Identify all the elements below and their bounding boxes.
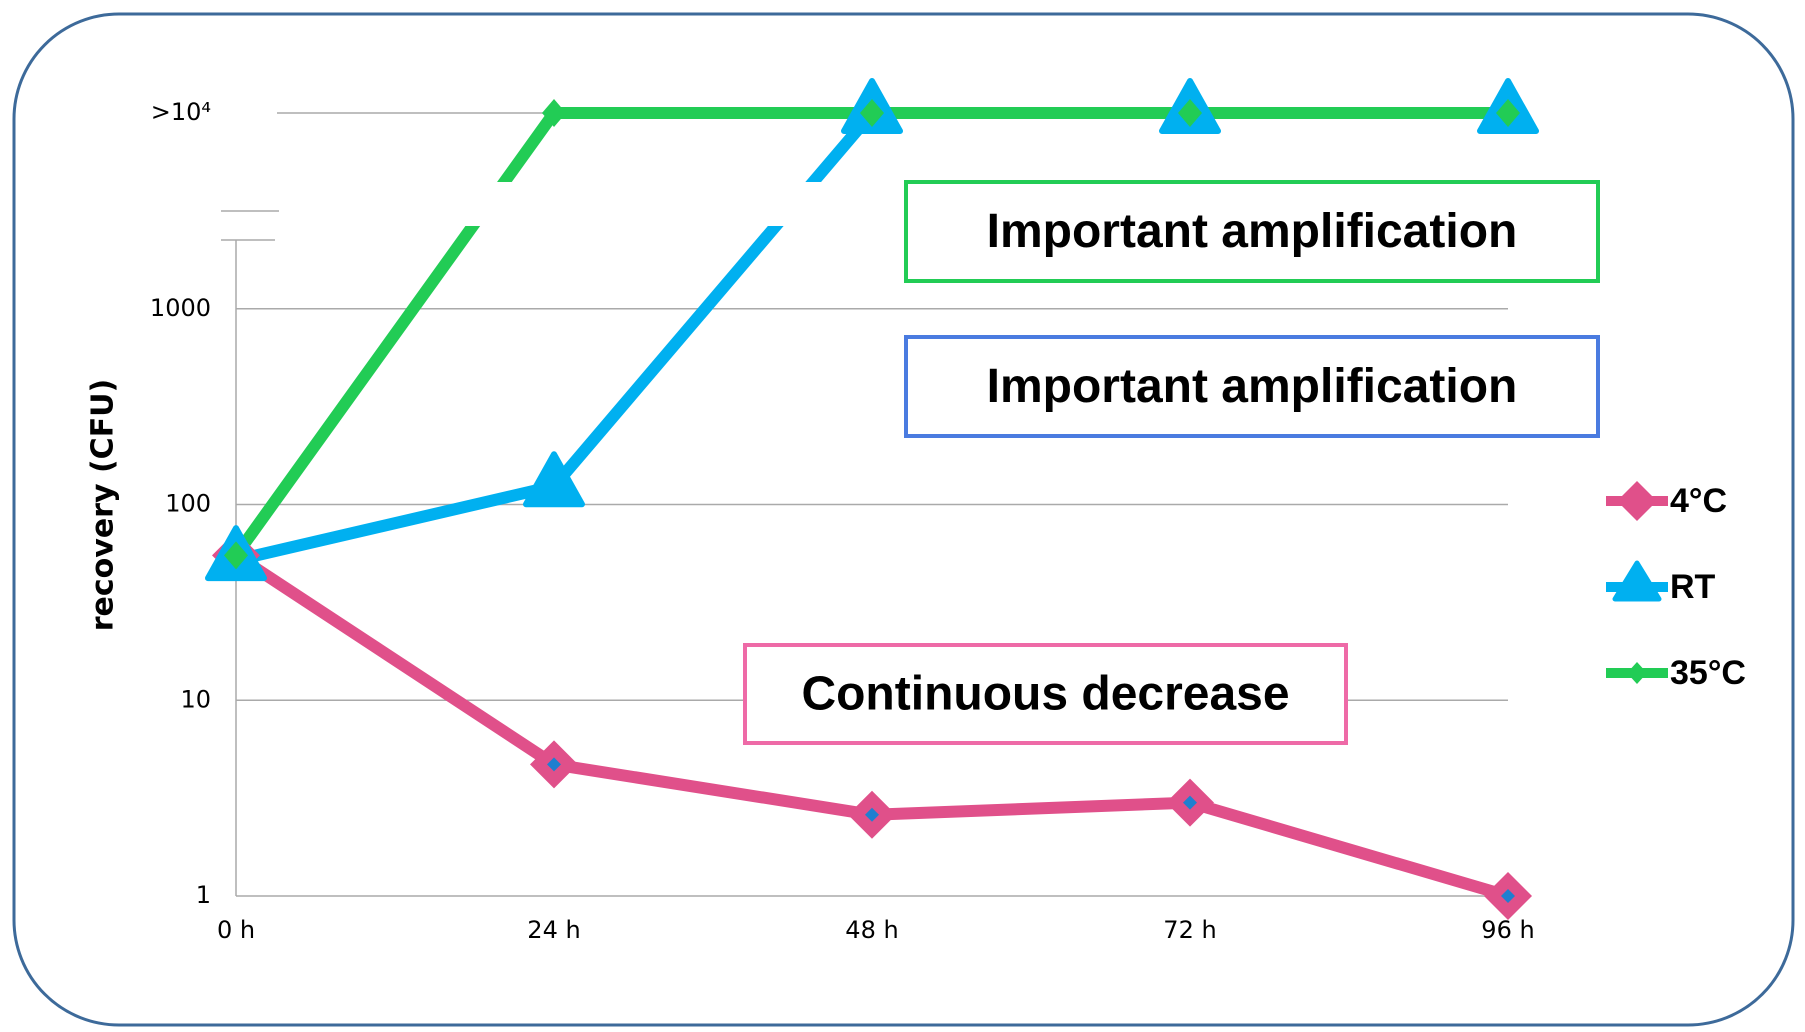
legend-symbol xyxy=(1627,662,1647,684)
annotation-box xyxy=(743,643,1348,745)
legend-label: 35°C xyxy=(1670,654,1746,692)
y-tick-label: 100 xyxy=(165,490,211,518)
data-point-center xyxy=(1183,795,1197,810)
data-point-center xyxy=(1501,889,1515,903)
break-gap xyxy=(460,182,830,226)
frame xyxy=(12,12,1795,1027)
markers xyxy=(205,78,1539,920)
data-point xyxy=(1496,99,1520,127)
data-point xyxy=(224,541,248,570)
data-point xyxy=(860,99,884,127)
x-tick-label: 96 h xyxy=(1481,916,1534,944)
legend-marker xyxy=(1612,560,1662,602)
annotation: Important amplification xyxy=(987,205,1518,258)
annotation-box xyxy=(904,335,1600,438)
legend-label: RT xyxy=(1670,568,1716,606)
annotations: Important amplification Important amplifi… xyxy=(743,180,1600,745)
x-tick-label: 0 h xyxy=(217,916,255,944)
series-line xyxy=(231,107,1508,559)
y-axis-label: recovery (CFU) xyxy=(86,379,121,632)
data-point-center xyxy=(865,807,879,822)
y-tick-label: 1 xyxy=(196,881,211,909)
legend-symbol xyxy=(1617,481,1657,521)
legend-label: 4°C xyxy=(1670,482,1727,520)
x-tick-label: 48 h xyxy=(845,916,898,944)
data-point xyxy=(1178,99,1202,127)
grid: 1 10 100 1000 >10⁴ 0 h 24 h 48 h 72 h 96 h xyxy=(150,98,1535,944)
y-tick-label: >10⁴ xyxy=(151,98,211,126)
x-tick-label: 72 h xyxy=(1163,916,1216,944)
y-tick-label: 1000 xyxy=(150,294,211,322)
data-point xyxy=(523,451,585,508)
data-point-center xyxy=(547,757,561,772)
data-point xyxy=(542,99,566,127)
y-tick-label: 10 xyxy=(180,685,211,713)
legend-symbol xyxy=(1612,560,1662,602)
legend-marker xyxy=(1617,481,1657,521)
annotation-box xyxy=(904,180,1600,283)
legend: 4°C RT 35°C xyxy=(1606,481,1746,692)
annotation: Continuous decrease xyxy=(801,668,1289,721)
annotation: Important amplification xyxy=(987,360,1518,413)
x-tick-label: 24 h xyxy=(527,916,580,944)
legend-marker xyxy=(1627,662,1647,684)
